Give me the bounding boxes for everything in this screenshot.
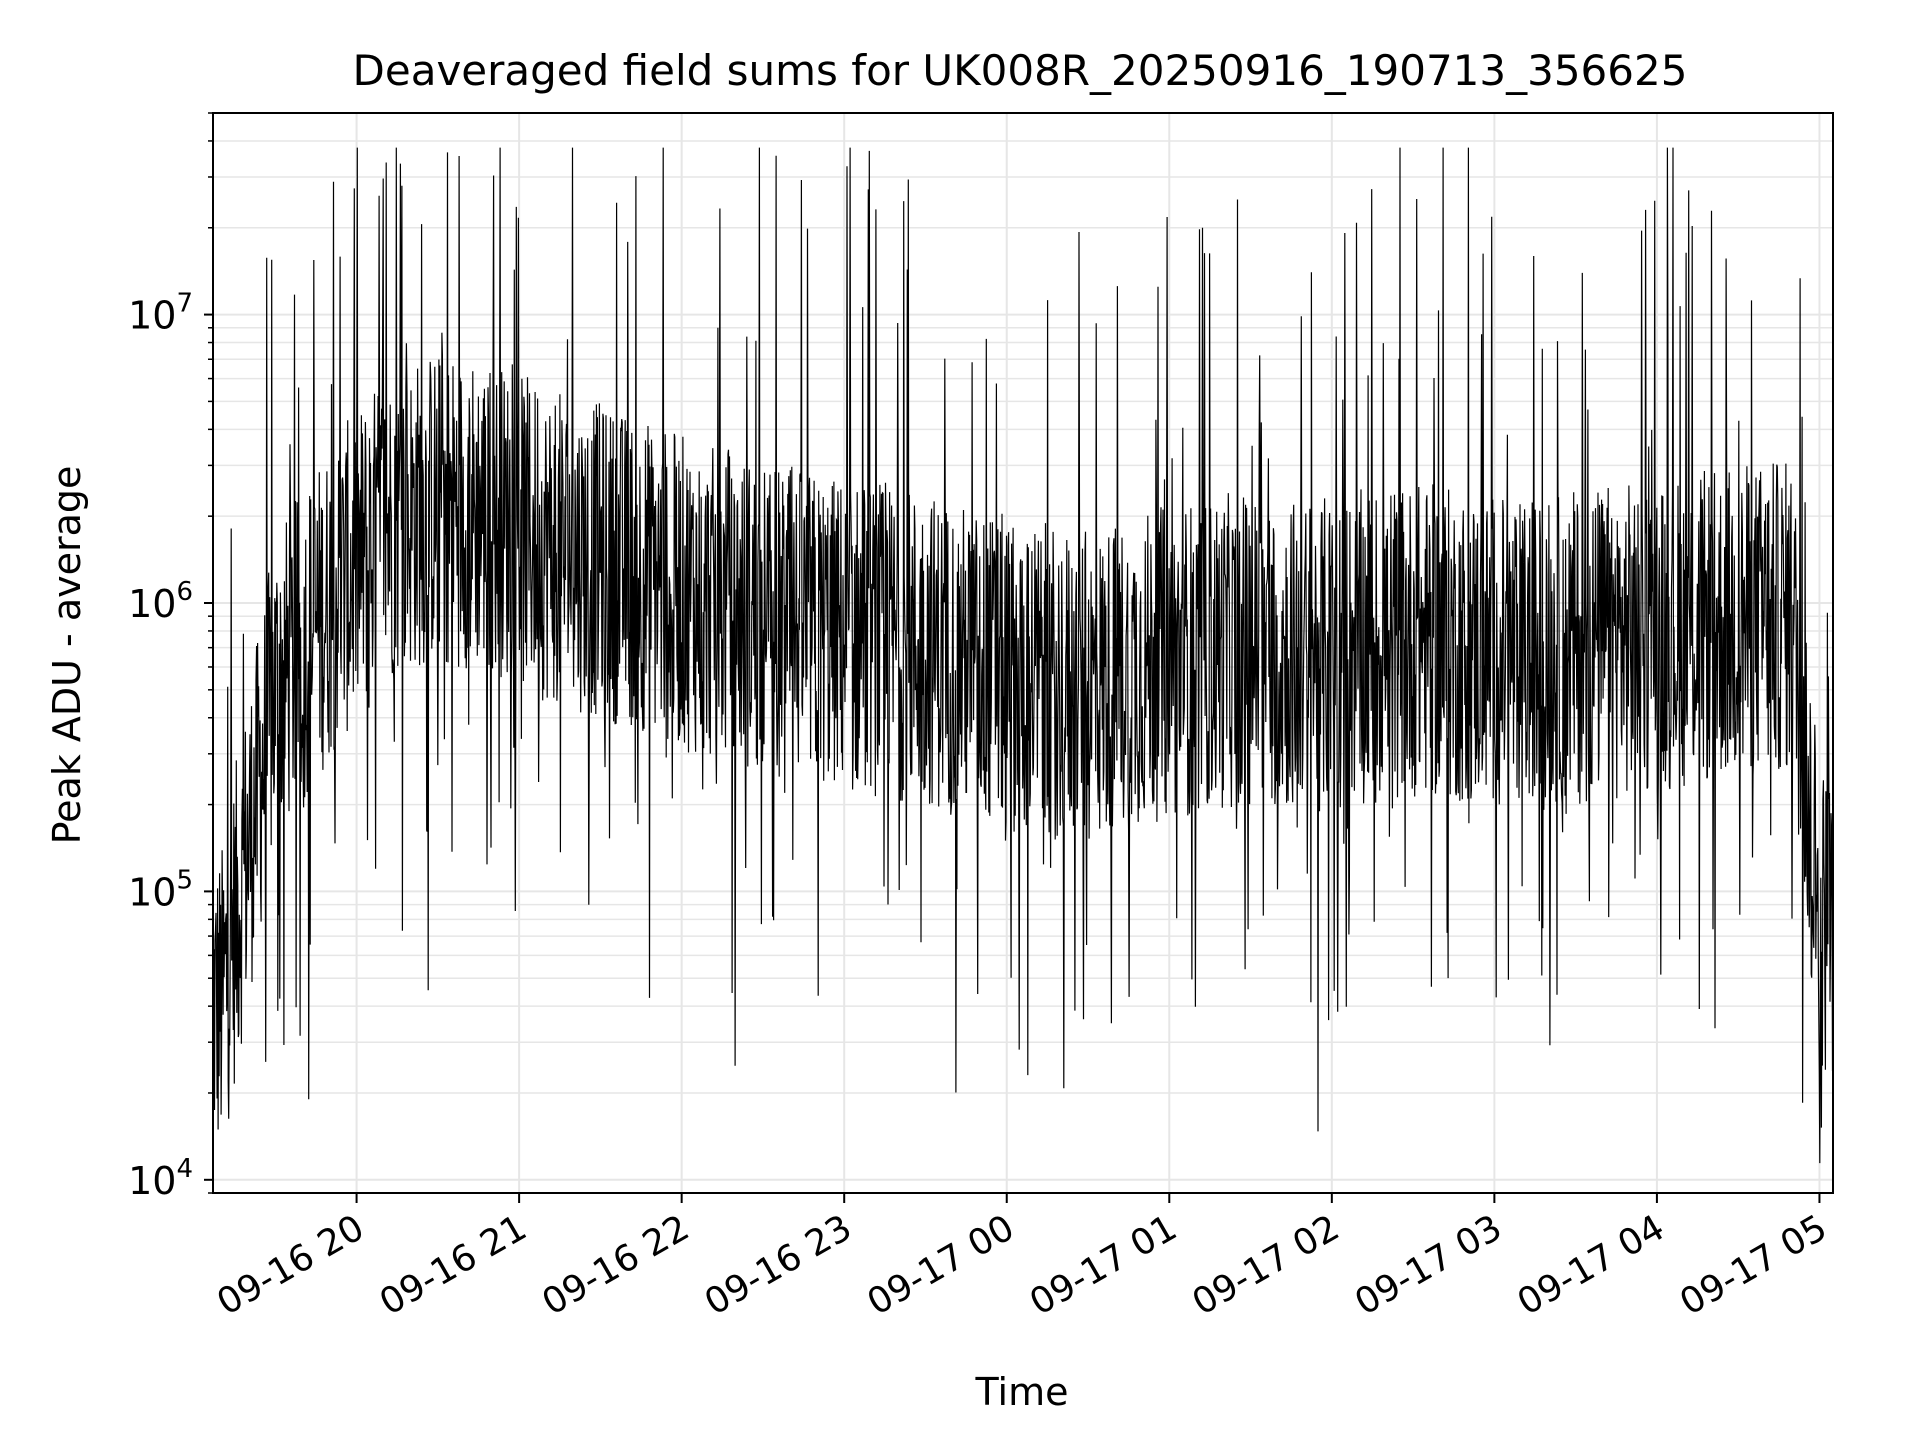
y-tick-label: 106 (128, 577, 193, 626)
y-tick-label: 104 (128, 1154, 193, 1203)
y-tick-label: 105 (128, 865, 193, 914)
plot-area (212, 147, 1834, 1164)
chart-title: Deaveraged field sums for UK008R_2025091… (353, 46, 1688, 95)
y-tick-label: 107 (128, 289, 193, 338)
x-axis-label: Time (975, 1370, 1069, 1414)
plot-frame (212, 112, 1834, 1194)
series-line (212, 147, 1834, 1164)
y-axis-label: Peak ADU - average (45, 466, 89, 845)
